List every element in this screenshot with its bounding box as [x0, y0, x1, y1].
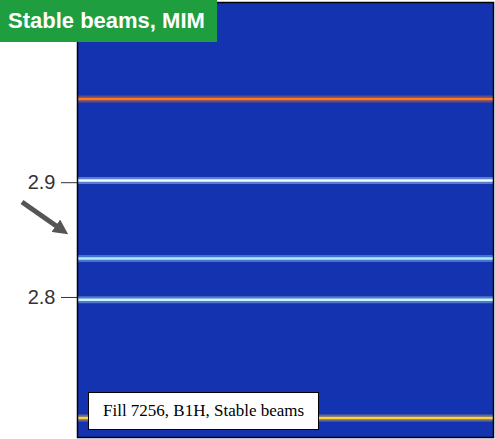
html-text:Fill 7256, B1H, Stable beams: Fill 7256, B1H, Stable beams [103, 401, 305, 420]
svg-text:2.9: 2.9 [28, 171, 56, 193]
html-text:Stable beams, MIM: Stable beams, MIM [8, 8, 205, 33]
svg-text:2.8: 2.8 [28, 286, 56, 308]
